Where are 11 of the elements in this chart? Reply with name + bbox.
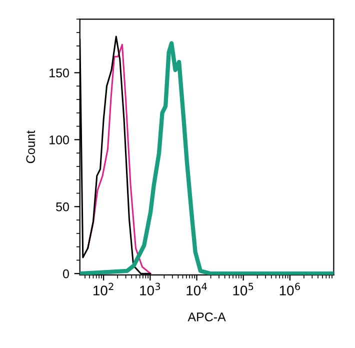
- x-tick-label: 10$^{4}$: [186, 282, 207, 296]
- y-tick-label: 150: [50, 68, 69, 78]
- x-tick-label: 10$^{2}$: [94, 282, 114, 296]
- y-tick-label: 100: [50, 135, 69, 144]
- y-tick-label: 0: [62, 269, 69, 278]
- x-tick-label: 10$^{6}$: [280, 282, 300, 296]
- x-axis-title: APC-A: [188, 312, 226, 322]
- x-tick-label: 10$^{5}$: [233, 282, 254, 296]
- x-tick-label: 10$^{3}$: [140, 282, 160, 296]
- y-tick-label: 50: [56, 202, 69, 212]
- y-axis-title: Count: [26, 130, 36, 164]
